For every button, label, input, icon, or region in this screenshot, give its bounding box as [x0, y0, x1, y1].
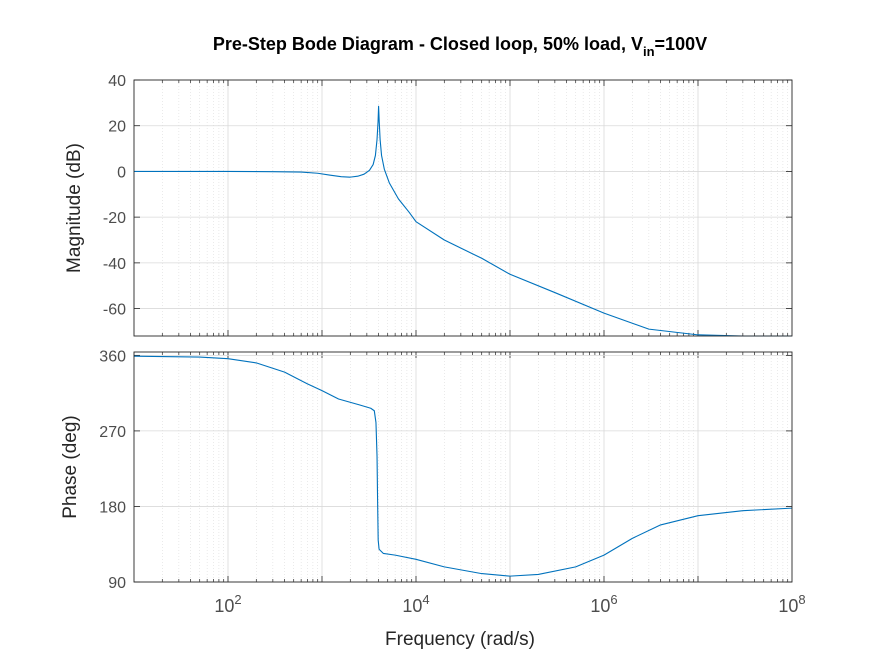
chart-title: Pre-Step Bode Diagram - Closed loop, 50%…: [213, 34, 707, 59]
axes-frame: [133, 79, 793, 337]
title-subscript: in: [643, 44, 655, 59]
x-tick-label: 108: [778, 592, 805, 616]
y-axis-label: Magnitude (dB): [64, 143, 85, 273]
y-tick-label: 0: [117, 164, 126, 181]
y-axis-label: Phase (deg): [60, 415, 81, 519]
title-suffix: =100V: [655, 34, 708, 54]
plot-background: [134, 352, 792, 582]
x-tick-label: 104: [402, 592, 429, 616]
x-tick-label: 102: [214, 592, 241, 616]
y-tick-label: 40: [108, 73, 126, 90]
y-tick-label: 20: [108, 119, 126, 136]
y-tick-label: 360: [99, 348, 126, 365]
phase-panel: 360 270 180 90 Phase (deg) 102 104 106 108: [60, 348, 806, 616]
y-tick-label: 90: [108, 575, 126, 592]
x-tick-label: 106: [590, 592, 617, 616]
x-axis-label: Frequency (rad/s): [385, 629, 535, 650]
y-tick-label: -60: [103, 302, 126, 319]
y-tick-label: -40: [103, 256, 126, 273]
plot-background: [134, 80, 792, 336]
magnitude-line: [134, 105, 792, 337]
y-tick-label: -20: [103, 210, 126, 227]
y-tick-label: 270: [99, 424, 126, 441]
title-main: Pre-Step Bode Diagram - Closed loop, 50%…: [213, 34, 643, 54]
phase-line: [133, 355, 793, 577]
magnitude-panel: 40 20 0 -20 -40 -60 Magnitude (dB): [64, 73, 793, 337]
axes-frame: [133, 351, 793, 583]
y-tick-label: 180: [99, 499, 126, 516]
